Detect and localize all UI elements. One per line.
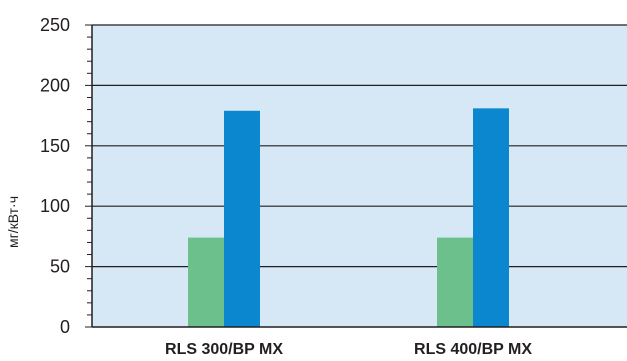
x-tick-labels: RLS 300/BP MX RLS 400/BP MX: [165, 341, 532, 358]
y-tick-label-200: 200: [40, 75, 70, 95]
x-category-label-1: RLS 300/BP MX: [165, 341, 283, 358]
axes: [85, 24, 627, 328]
y-tick-label-100: 100: [40, 196, 70, 216]
bars: [188, 108, 509, 328]
y-tick-label-150: 150: [40, 136, 70, 156]
bar-1-series-1: [188, 237, 224, 327]
plot-area: [92, 25, 627, 327]
y-tick-labels: 0 50 100 150 200 250: [40, 15, 70, 337]
bar-2-series-2: [473, 108, 509, 328]
y-axis-label: мг/кВт·ч: [5, 196, 21, 248]
y-tick-label-0: 0: [60, 317, 70, 337]
bar-2-series-1: [437, 237, 473, 327]
x-category-label-2: RLS 400/BP MX: [414, 341, 532, 358]
y-tick-label-50: 50: [50, 257, 70, 277]
bar-1-series-2: [224, 110, 260, 327]
y-tick-label-250: 250: [40, 15, 70, 35]
gridlines: [92, 24, 627, 268]
